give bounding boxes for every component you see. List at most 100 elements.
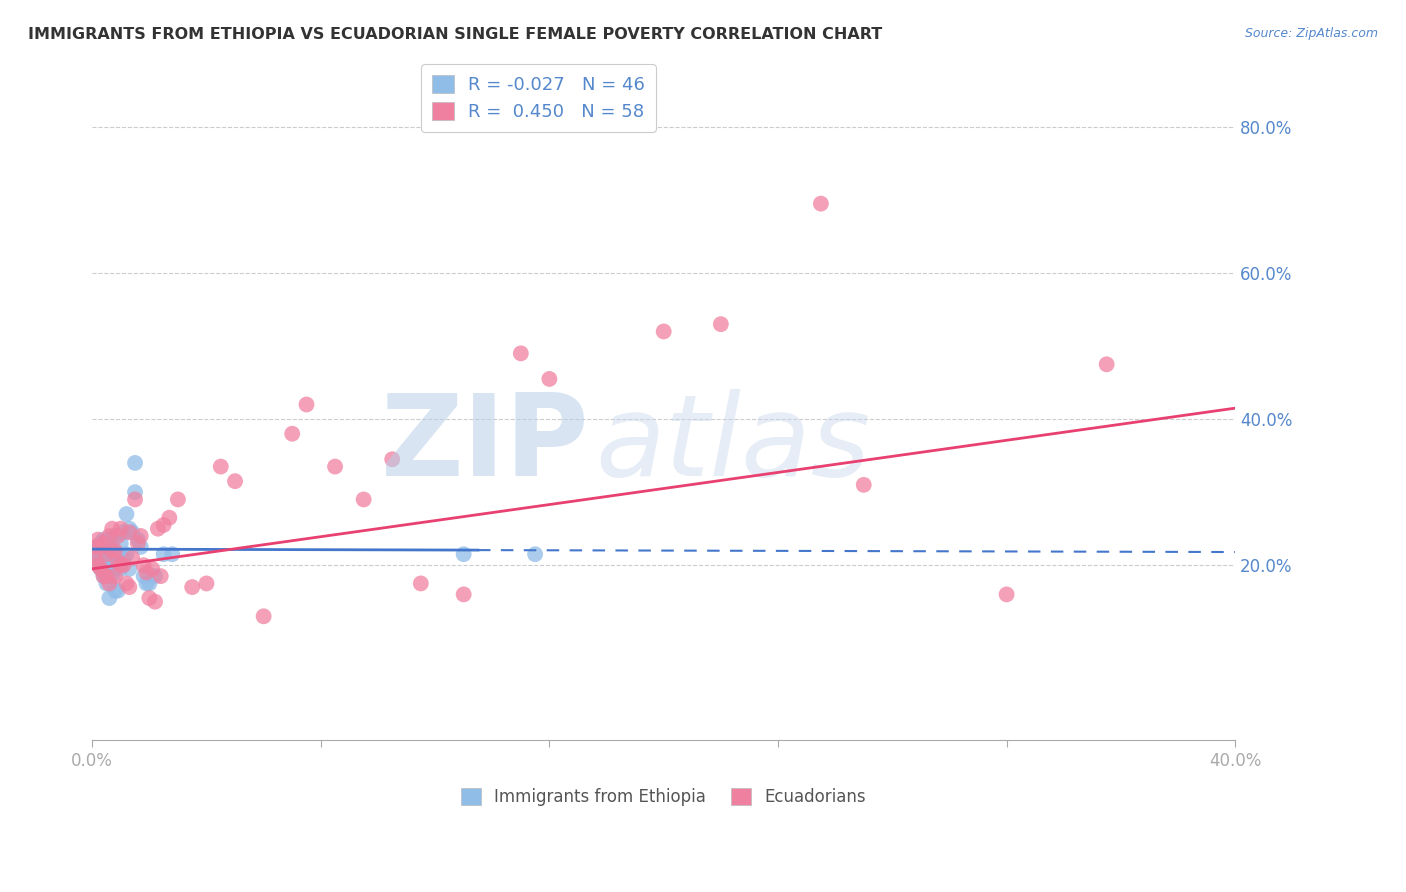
Point xyxy=(121,550,143,565)
Point xyxy=(453,587,475,601)
Point xyxy=(112,525,135,540)
Point xyxy=(90,536,112,550)
Point xyxy=(132,569,155,583)
Point xyxy=(281,426,304,441)
Point xyxy=(115,547,138,561)
Point xyxy=(118,562,141,576)
Point xyxy=(112,558,135,573)
Point xyxy=(107,529,129,543)
Point xyxy=(295,397,318,411)
Point xyxy=(98,550,121,565)
Legend: Immigrants from Ethiopia, Ecuadorians: Immigrants from Ethiopia, Ecuadorians xyxy=(454,781,873,813)
Point xyxy=(129,529,152,543)
Point xyxy=(121,525,143,540)
Point xyxy=(104,543,127,558)
Point xyxy=(115,576,138,591)
Point xyxy=(124,492,146,507)
Point xyxy=(110,536,132,550)
Point xyxy=(104,569,127,583)
Point xyxy=(96,536,118,550)
Point xyxy=(1095,357,1118,371)
Point xyxy=(84,547,107,561)
Point xyxy=(90,562,112,576)
Point xyxy=(995,587,1018,601)
Point xyxy=(98,591,121,605)
Point xyxy=(160,547,183,561)
Point xyxy=(127,533,149,547)
Point xyxy=(93,536,115,550)
Point xyxy=(409,576,432,591)
Point xyxy=(323,459,346,474)
Point xyxy=(87,555,110,569)
Text: IMMIGRANTS FROM ETHIOPIA VS ECUADORIAN SINGLE FEMALE POVERTY CORRELATION CHART: IMMIGRANTS FROM ETHIOPIA VS ECUADORIAN S… xyxy=(28,27,883,42)
Point xyxy=(353,492,375,507)
Point xyxy=(96,558,118,573)
Point xyxy=(167,492,190,507)
Point xyxy=(84,550,107,565)
Point xyxy=(710,317,733,331)
Point xyxy=(98,576,121,591)
Point xyxy=(101,555,124,569)
Point xyxy=(127,536,149,550)
Point xyxy=(152,547,174,561)
Point xyxy=(107,547,129,561)
Point xyxy=(509,346,531,360)
Point xyxy=(143,595,166,609)
Point xyxy=(152,518,174,533)
Point xyxy=(96,569,118,583)
Point xyxy=(110,562,132,576)
Point xyxy=(104,583,127,598)
Point xyxy=(810,196,832,211)
Point xyxy=(84,540,107,554)
Point xyxy=(124,485,146,500)
Point xyxy=(143,569,166,583)
Point xyxy=(118,580,141,594)
Point xyxy=(138,576,160,591)
Point xyxy=(104,562,127,576)
Point xyxy=(115,507,138,521)
Point xyxy=(110,522,132,536)
Point xyxy=(453,547,475,561)
Point xyxy=(98,562,121,576)
Point xyxy=(118,522,141,536)
Point xyxy=(135,566,157,580)
Point xyxy=(112,550,135,565)
Point xyxy=(98,533,121,547)
Point xyxy=(209,459,232,474)
Point xyxy=(87,558,110,573)
Point xyxy=(107,583,129,598)
Point xyxy=(852,478,875,492)
Point xyxy=(135,576,157,591)
Point xyxy=(524,547,547,561)
Point xyxy=(107,555,129,569)
Point xyxy=(138,591,160,605)
Point xyxy=(195,576,218,591)
Point xyxy=(118,525,141,540)
Text: ZIP: ZIP xyxy=(381,389,589,500)
Point xyxy=(224,474,246,488)
Point xyxy=(129,540,152,554)
Point xyxy=(96,550,118,565)
Point xyxy=(381,452,404,467)
Point xyxy=(141,562,163,576)
Point xyxy=(98,529,121,543)
Point xyxy=(87,540,110,554)
Point xyxy=(101,522,124,536)
Point xyxy=(149,569,172,583)
Point xyxy=(93,547,115,561)
Point xyxy=(110,558,132,573)
Text: atlas: atlas xyxy=(595,389,870,500)
Point xyxy=(652,325,675,339)
Point xyxy=(93,569,115,583)
Point xyxy=(101,540,124,554)
Point xyxy=(93,533,115,547)
Point xyxy=(538,372,561,386)
Point xyxy=(124,456,146,470)
Text: Source: ZipAtlas.com: Source: ZipAtlas.com xyxy=(1244,27,1378,40)
Point xyxy=(101,569,124,583)
Point xyxy=(96,547,118,561)
Point xyxy=(93,569,115,583)
Point xyxy=(253,609,276,624)
Point xyxy=(146,522,169,536)
Point xyxy=(87,533,110,547)
